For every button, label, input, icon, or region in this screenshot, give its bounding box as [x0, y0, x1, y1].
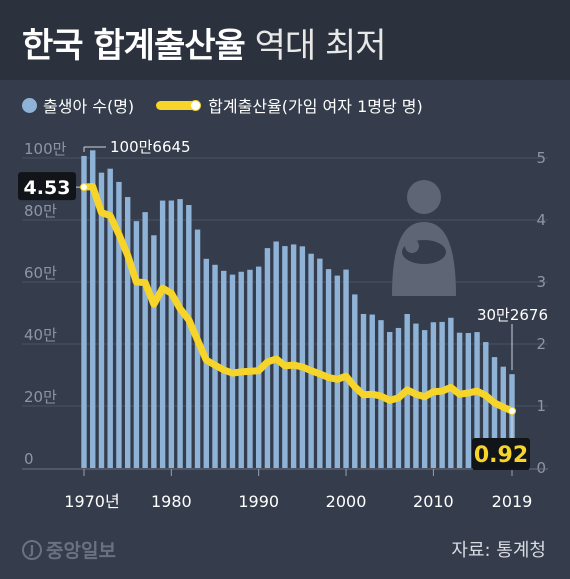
last-rate-badge	[472, 438, 530, 470]
right-tick-label: 4	[536, 211, 546, 229]
legend-births-label: 출생아 수(명)	[43, 97, 135, 116]
bar-1996	[308, 253, 314, 468]
bar-1978	[151, 235, 157, 468]
legend-births-swatch	[22, 97, 37, 113]
bar-2001	[352, 294, 358, 468]
fertility-rate-line	[80, 183, 516, 415]
left-tick-label: 40만	[24, 326, 57, 344]
rate-endpoint-1970	[80, 183, 88, 192]
bar-2014	[465, 333, 472, 468]
x-tick-label: 1970년	[64, 492, 119, 511]
rate-endpoint-2019	[508, 406, 516, 415]
bar-1972	[98, 172, 105, 469]
mother-baby-icon	[392, 180, 456, 296]
bar-2015	[474, 332, 480, 468]
publisher-logo: J 중앙일보	[22, 536, 116, 563]
right-tick-label: 3	[536, 273, 546, 291]
right-tick-label: 2	[536, 335, 546, 353]
bar-1995	[299, 246, 306, 468]
bar-1999	[334, 275, 341, 468]
bar-1976	[133, 221, 140, 468]
bar-2018	[500, 366, 506, 468]
x-tick-label: 1990	[238, 492, 279, 511]
bar-1997	[317, 258, 323, 468]
right-tick-label: 5	[536, 149, 546, 167]
fertility-line	[80, 183, 516, 415]
bar-1975	[124, 197, 131, 468]
title-bar	[0, 0, 570, 80]
right-tick-label: 1	[536, 397, 546, 415]
left-axis-ticks: 0 20만 40만 60만 80만 100만	[24, 140, 67, 468]
bar-1977	[142, 212, 148, 468]
last-births-label: 30만2676	[477, 306, 548, 324]
first-rate-badge	[18, 172, 76, 201]
chart-title: 한국 합계출산율 역대 최저	[22, 18, 387, 67]
annotations: 100만6645 30만2676 4.53 0.92	[18, 138, 548, 470]
bar-2013	[456, 332, 463, 468]
bar-1998	[325, 269, 332, 468]
logo-mark: J	[22, 539, 42, 560]
legend-rate-label: 합계출산율(가임 여자 1명당 명)	[208, 97, 423, 116]
logo-text: 중앙일보	[46, 540, 116, 562]
x-tick-label: 2000	[326, 492, 367, 511]
bar-1970	[81, 155, 87, 468]
births-bars	[81, 150, 515, 469]
bar-2016	[483, 342, 489, 468]
right-axis-ticks: 0 1 2 3 4 5	[536, 149, 546, 477]
title-bold: 한국 합계출산율	[22, 26, 246, 66]
legend: 출생아 수(명) 합계출산율(가임 여자 1명당 명)	[22, 92, 423, 118]
bar-1993	[282, 246, 288, 468]
x-tick-label: 1980	[151, 492, 192, 511]
left-tick-label: 80만	[24, 202, 57, 220]
bar-2012	[448, 317, 454, 468]
left-tick-label: 100만	[24, 140, 67, 158]
left-tick-label: 60만	[24, 264, 57, 282]
first-rate-label: 4.53	[24, 177, 71, 199]
bar-1992	[273, 241, 279, 468]
bar-1974	[116, 181, 122, 468]
bar-1982	[186, 205, 192, 468]
bar-2000	[343, 269, 349, 468]
legend-rate-swatch	[156, 99, 202, 111]
last-rate-label: 0.92	[474, 443, 528, 468]
bar-2011	[439, 321, 445, 468]
x-tick-label: 2010	[413, 492, 454, 511]
bar-1991	[264, 248, 271, 468]
x-axis-ticks: 1970년 1980 1990 2000 2010 2019	[22, 468, 548, 511]
left-tick-label: 20만	[24, 388, 57, 406]
right-tick-label: 0	[536, 459, 546, 477]
bar-2017	[491, 357, 498, 468]
bar-1971	[90, 150, 96, 468]
x-tick-label: 2019	[492, 492, 533, 511]
bar-1981	[177, 199, 183, 468]
left-tick-label: 0	[24, 450, 34, 468]
bar-1979	[159, 200, 166, 468]
bar-1994	[290, 244, 297, 468]
first-births-label: 100만6645	[110, 138, 191, 156]
source-note: 자료: 통계청	[451, 540, 546, 561]
title-light: 역대 최저	[254, 26, 387, 66]
bar-1973	[107, 168, 113, 469]
bar-1980	[168, 200, 175, 468]
